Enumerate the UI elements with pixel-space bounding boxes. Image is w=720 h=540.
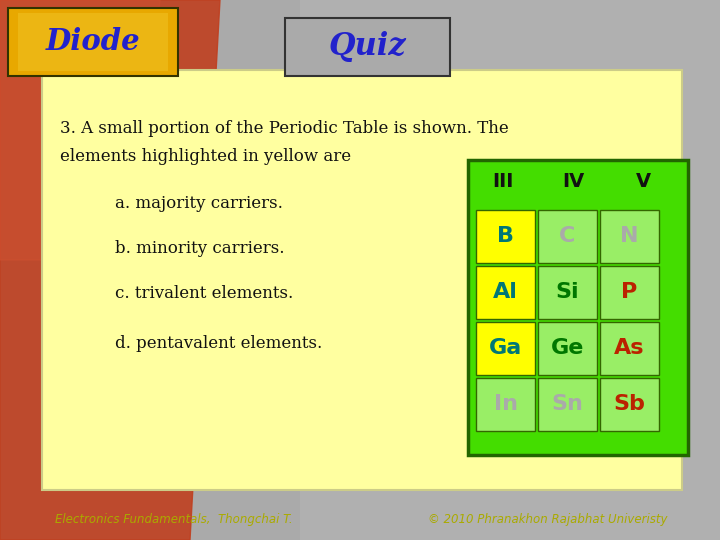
Text: Electronics Fundamentals,  Thongchai T.: Electronics Fundamentals, Thongchai T. — [55, 514, 292, 526]
Polygon shape — [0, 0, 220, 540]
Bar — [476, 266, 535, 319]
Bar — [300, 0, 720, 540]
Text: d. pentavalent elements.: d. pentavalent elements. — [115, 335, 323, 352]
Text: As: As — [614, 339, 644, 359]
Text: In: In — [493, 395, 518, 415]
Text: a. majority carriers.: a. majority carriers. — [115, 195, 283, 212]
Bar — [476, 378, 535, 431]
Text: c. trivalent elements.: c. trivalent elements. — [115, 285, 293, 302]
Text: IV: IV — [562, 172, 584, 191]
Text: b. minority carriers.: b. minority carriers. — [115, 240, 284, 257]
Text: Ga: Ga — [489, 339, 522, 359]
Text: Sn: Sn — [552, 395, 583, 415]
Bar — [600, 266, 659, 319]
Text: Si: Si — [556, 282, 580, 302]
Bar — [285, 18, 450, 76]
Text: Ge: Ge — [551, 339, 584, 359]
Text: C: C — [559, 226, 576, 246]
Text: Sb: Sb — [613, 395, 645, 415]
Text: P: P — [621, 282, 638, 302]
Bar — [538, 322, 597, 375]
Bar — [600, 210, 659, 263]
Text: elements highlighted in yellow are: elements highlighted in yellow are — [60, 148, 351, 165]
Text: © 2010 Phranakhon Rajabhat Univeristy: © 2010 Phranakhon Rajabhat Univeristy — [428, 514, 668, 526]
Bar — [600, 378, 659, 431]
Polygon shape — [0, 0, 160, 260]
Bar — [8, 8, 178, 76]
Text: B: B — [497, 226, 514, 246]
Bar — [538, 266, 597, 319]
Text: N: N — [620, 226, 639, 246]
Text: III: III — [492, 172, 513, 191]
Text: V: V — [636, 172, 651, 191]
Bar — [42, 70, 682, 490]
Bar — [538, 378, 597, 431]
Text: Quiz: Quiz — [328, 31, 406, 63]
Bar — [476, 210, 535, 263]
Text: Al: Al — [493, 282, 518, 302]
Text: Diode: Diode — [45, 28, 140, 57]
Bar — [468, 160, 688, 455]
Text: 3. A small portion of the Periodic Table is shown. The: 3. A small portion of the Periodic Table… — [60, 120, 509, 137]
Bar — [538, 210, 597, 263]
Bar — [476, 322, 535, 375]
Bar — [600, 322, 659, 375]
Bar — [18, 13, 168, 71]
